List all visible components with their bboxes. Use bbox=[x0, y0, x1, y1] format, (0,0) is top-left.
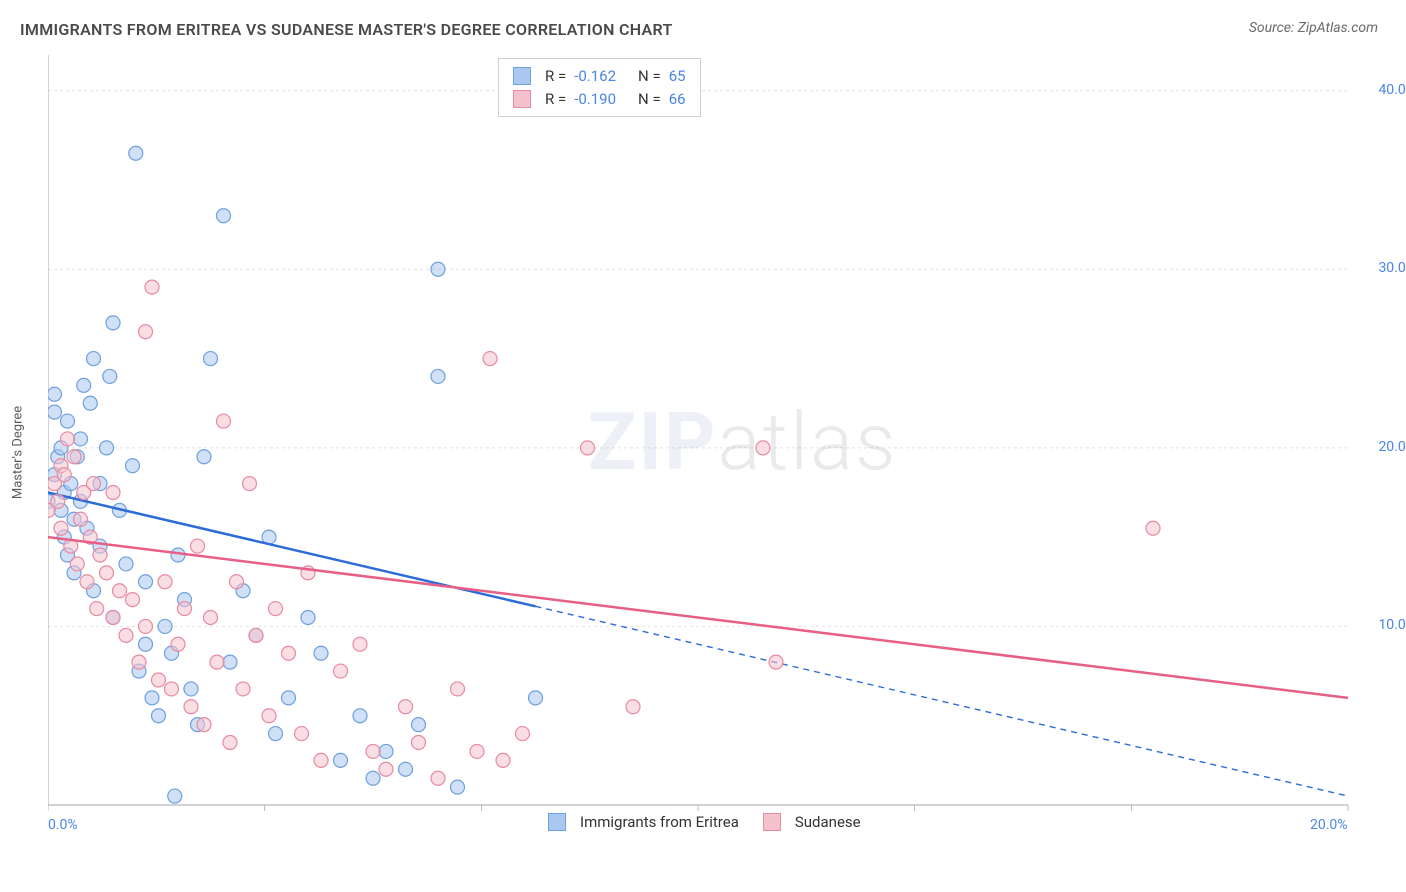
source-attribution: Source: ZipAtlas.com bbox=[1249, 20, 1378, 36]
stat-r-value: -0.190 bbox=[574, 88, 616, 111]
stats-row: R = -0.162 N = 65 bbox=[513, 65, 686, 88]
y-tick-label: 30.0% bbox=[1356, 260, 1406, 276]
legend-swatch bbox=[763, 813, 781, 831]
y-axis-label: Master's Degree bbox=[11, 406, 26, 499]
legend-label: Sudanese bbox=[795, 813, 861, 831]
stat-r-label: R = bbox=[545, 88, 566, 111]
x-tick-label: 0.0% bbox=[48, 817, 78, 833]
scatter-plot-svg bbox=[48, 55, 1388, 835]
stats-row: R = -0.190 N = 66 bbox=[513, 88, 686, 111]
stats-legend-box: R = -0.162 N = 65 R = -0.190 N = 66 bbox=[498, 58, 701, 117]
stat-n-value: 65 bbox=[669, 65, 686, 88]
stat-n-value: 66 bbox=[669, 88, 686, 111]
legend-label: Immigrants from Eritrea bbox=[580, 813, 739, 831]
legend-swatch bbox=[513, 90, 531, 108]
legend-swatch bbox=[513, 67, 531, 85]
legend-item: Sudanese bbox=[763, 813, 861, 831]
bottom-legend: Immigrants from Eritrea Sudanese bbox=[548, 813, 861, 831]
legend-swatch bbox=[548, 813, 566, 831]
legend-item: Immigrants from Eritrea bbox=[548, 813, 739, 831]
stat-r-value: -0.162 bbox=[574, 65, 616, 88]
stat-n-label: N = bbox=[638, 88, 661, 111]
chart-container: Master's Degree ZIPatlas R = -0.162N = 6… bbox=[48, 55, 1388, 835]
chart-title: IMMIGRANTS FROM ERITREA VS SUDANESE MAST… bbox=[20, 20, 673, 39]
y-tick-label: 10.0% bbox=[1356, 617, 1406, 633]
x-tick-label: 20.0% bbox=[1310, 817, 1348, 833]
y-tick-label: 20.0% bbox=[1356, 439, 1406, 455]
y-tick-label: 40.0% bbox=[1356, 82, 1406, 98]
stat-r-label: R = bbox=[545, 65, 566, 88]
stat-n-label: N = bbox=[638, 65, 661, 88]
